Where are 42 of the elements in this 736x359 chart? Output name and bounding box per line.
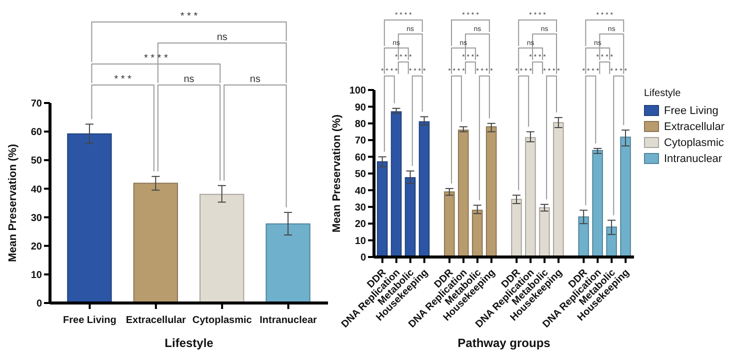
x-axis-title: Pathway groups (458, 336, 551, 350)
y-tick-label: 70 (354, 136, 366, 147)
text: * * * (180, 11, 198, 22)
y-tick-label: 50 (30, 156, 42, 167)
y-tick-label: 10 (354, 236, 366, 247)
y-tick-label: 30 (30, 212, 42, 224)
y-tick-label: 60 (30, 127, 42, 138)
bar (67, 133, 112, 303)
legend-title: Lifestyle (644, 88, 682, 98)
y-tick-label: 0 (360, 252, 366, 264)
x-tick-label: Intranuclear (260, 315, 318, 326)
legend-label: Extracellular (663, 120, 725, 132)
y-tick-label: 60 (354, 152, 366, 164)
y-tick-label: 80 (354, 118, 366, 130)
x-tick-label: Cytoplasmic (192, 315, 252, 326)
text: ns (184, 74, 194, 85)
x-tick-label: Extracellular (126, 315, 186, 326)
text: * * * * (144, 53, 168, 64)
y-axis-title: Mean Preservation (%) (330, 114, 343, 232)
text: * * * (114, 74, 132, 85)
y-tick-label: 70 (30, 98, 42, 110)
y-tick-label: 0 (36, 298, 42, 310)
x-tick-label: Free Living (63, 315, 116, 326)
y-tick-label: 100 (349, 86, 366, 97)
bar (133, 182, 178, 303)
y-tick-label: 90 (354, 102, 366, 114)
legend-label: Intranuclear (663, 152, 724, 164)
text: ns (216, 32, 228, 43)
y-tick-label: 30 (354, 202, 366, 214)
text: ns (250, 74, 260, 85)
y-tick-label: 10 (30, 270, 42, 281)
y-tick-label: 40 (30, 184, 42, 196)
legend-label: Free Living (663, 104, 720, 116)
y-tick-label: 20 (30, 241, 42, 252)
y-axis-title: Mean Preservation (%) (6, 144, 19, 262)
x-axis-title: Lifestyle (164, 336, 214, 350)
y-tick-label: 20 (354, 219, 366, 230)
y-tick-label: 50 (354, 169, 366, 180)
bar (200, 194, 244, 303)
legend-label: Cytoplasmic (663, 136, 725, 148)
bar (266, 223, 310, 303)
y-tick-label: 40 (354, 186, 366, 197)
